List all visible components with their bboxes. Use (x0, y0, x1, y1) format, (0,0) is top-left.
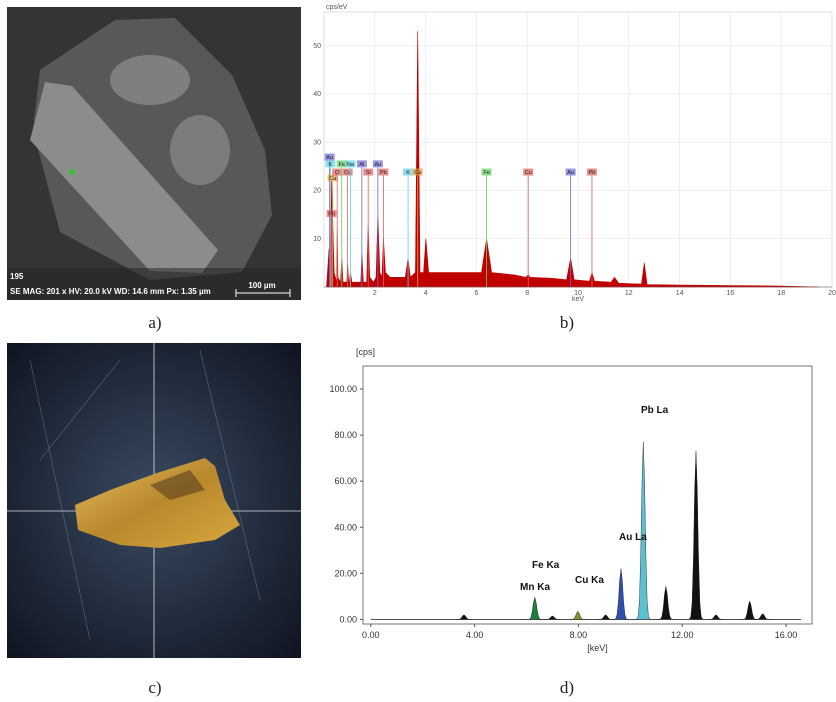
peak (708, 615, 724, 620)
element-label: Pb (380, 170, 387, 176)
y-tick-label: 10 (313, 236, 321, 243)
peak-label: Cu Ka (575, 575, 604, 586)
y-tick-label: 30 (313, 139, 321, 146)
peak (742, 601, 758, 619)
peak-label: Au La (619, 532, 647, 543)
peak (598, 615, 614, 620)
x-tick-label: 8.00 (570, 630, 588, 640)
y-axis-label: [cps] (356, 347, 375, 357)
peak (688, 451, 704, 619)
y-tick-label: 40.00 (334, 522, 357, 532)
panel-label: c) (148, 678, 161, 697)
x-tick-label: 20 (828, 290, 836, 297)
element-label: Au (567, 170, 574, 176)
element-label: Cu (525, 170, 532, 176)
optical-image (7, 343, 301, 658)
y-tick-label: 40 (313, 91, 321, 98)
element-label: Al (359, 162, 364, 168)
element-label: Fe (339, 162, 345, 168)
y-tick-label: 80.00 (334, 430, 357, 440)
x-tick-label: 14 (676, 290, 684, 297)
sem-info: SE MAG: 201 x HV: 20.0 kV WD: 14.6 mm Px… (10, 287, 211, 296)
sem-image: 195 SE MAG: 201 x HV: 20.0 kV WD: 14.6 m… (7, 7, 301, 300)
y-tick-label: 60.00 (334, 476, 357, 486)
x-tick-label: 0.00 (362, 630, 380, 640)
x-tick-label: 16.00 (775, 630, 798, 640)
element-label: Si (366, 170, 371, 176)
y-tick-label: 20.00 (334, 568, 357, 578)
figure: 195 SE MAG: 201 x HV: 20.0 kV WD: 14.6 m… (0, 0, 836, 702)
element-label: Ca (414, 170, 422, 176)
element-label: Au (326, 155, 333, 161)
x-tick-label: 2 (373, 290, 377, 297)
frame-number: 195 (10, 272, 24, 281)
panel-label: d) (560, 678, 574, 697)
element-label: K (406, 170, 410, 176)
peak (636, 442, 652, 619)
peak (658, 586, 674, 619)
element-label: Fe (483, 170, 489, 176)
y-tick-label: 0.00 (339, 614, 357, 624)
element-label: K (329, 162, 333, 168)
x-tick-label: 6 (474, 290, 478, 297)
y-axis-label: cps/eV (326, 4, 348, 11)
element-label: Pb (328, 212, 335, 218)
element-label: Ca (329, 176, 337, 182)
x-tick-label: 4.00 (466, 630, 484, 640)
y-tick-label: 50 (313, 43, 321, 50)
peak (613, 569, 629, 620)
x-tick-label: 16 (727, 290, 735, 297)
x-axis-label: [keV] (587, 643, 608, 653)
peak (755, 614, 771, 620)
panel-label: a) (148, 313, 161, 332)
element-label: Pb (589, 170, 596, 176)
x-tick-label: 12 (625, 290, 633, 297)
x-tick-label: 18 (777, 290, 785, 297)
element-label: O (335, 170, 340, 176)
peak-label: Pb La (641, 405, 669, 416)
x-tick-label: 12.00 (671, 630, 694, 640)
y-tick-label: 100.00 (329, 384, 357, 394)
x-tick-label: 8 (525, 290, 529, 297)
peak (456, 615, 472, 620)
panel-label: b) (560, 313, 574, 332)
y-tick-label: 20 (313, 188, 321, 195)
peak (545, 616, 561, 619)
element-label: Na (347, 162, 355, 168)
element-label: Au (374, 162, 381, 168)
x-tick-label: 4 (424, 290, 428, 297)
peak (570, 611, 586, 619)
peak-label: Fe Ka (532, 560, 560, 571)
x-axis-label: keV (572, 296, 584, 303)
peak (527, 597, 543, 619)
peak-label: Mn Ka (520, 582, 550, 593)
scale-bar-label: 100 µm (248, 281, 275, 290)
